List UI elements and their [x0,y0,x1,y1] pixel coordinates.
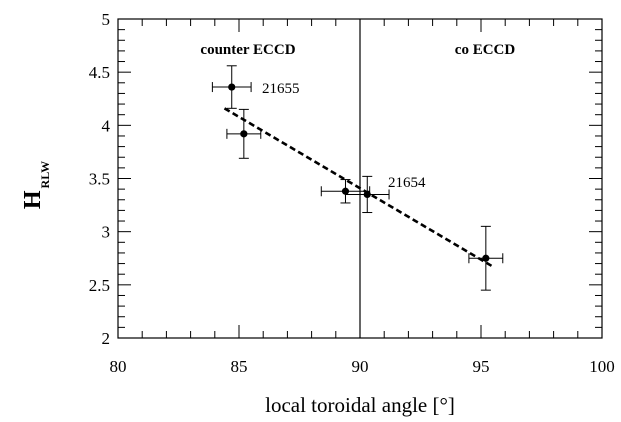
y-axis-title-main: H [20,190,46,209]
x-tick-label: 80 [110,357,127,376]
x-tick-label: 95 [473,357,490,376]
x-tick-labels: 80 85 90 95 100 [110,357,615,376]
y-tick-label: 2.5 [89,276,110,295]
x-tick-label: 90 [352,357,369,376]
y-tick-label: 3 [102,223,111,242]
x-tick-label: 85 [231,357,248,376]
data-point-group [211,65,252,109]
trend-line [223,107,494,268]
y-tick-labels: 2 2.5 3 3.5 4 4.5 5 [89,10,111,348]
data-points [211,65,504,291]
y-tick-label: 4 [102,116,111,135]
data-point-marker [228,83,236,91]
y-axis-title: HRLW [20,161,52,209]
x-axis-title: local toroidal angle [°] [265,393,455,417]
shot-21654-label: 21654 [388,175,426,191]
y-tick-label: 2 [102,329,111,348]
data-point-marker [482,254,490,262]
svg-text:HRLW: HRLW [20,161,52,209]
data-point-group [344,175,390,214]
shot-21655-label: 21655 [262,81,300,97]
y-tick-label: 3.5 [89,170,110,189]
data-point-marker [240,130,248,138]
co-eccd-label: co ECCD [455,42,516,58]
counter-eccd-label: counter ECCD [200,42,295,58]
data-point-group [226,108,262,159]
data-point-marker [363,190,371,199]
y-axis-title-sub: RLW [38,161,52,189]
y-tick-label: 4.5 [89,63,110,82]
x-tick-label: 100 [589,357,615,376]
y-tick-label: 5 [102,10,111,29]
data-point-group [468,225,504,291]
